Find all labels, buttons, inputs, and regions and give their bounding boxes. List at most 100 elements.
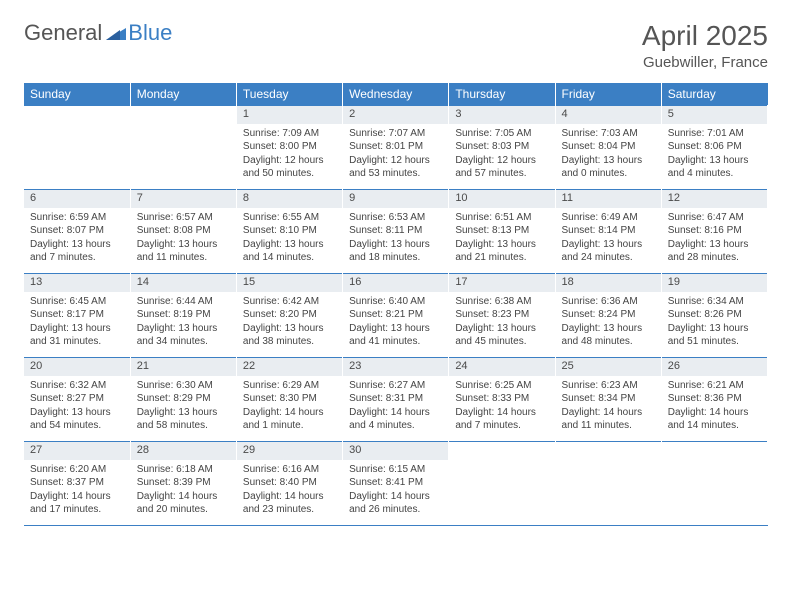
daylight-text: Daylight: 13 hours and 7 minutes. xyxy=(30,238,124,265)
sunrise-text: Sunrise: 6:36 AM xyxy=(562,295,655,309)
sunrise-text: Sunrise: 7:05 AM xyxy=(455,127,548,141)
day-number-cell: 6 xyxy=(24,190,130,208)
day-content-cell: Sunrise: 6:29 AMSunset: 8:30 PMDaylight:… xyxy=(236,376,342,442)
day-content-cell: Sunrise: 6:16 AMSunset: 8:40 PMDaylight:… xyxy=(236,460,342,526)
weekday-header: Wednesday xyxy=(343,83,449,106)
sunset-text: Sunset: 8:08 PM xyxy=(137,224,230,238)
day-content-cell xyxy=(130,124,236,190)
day-number-cell xyxy=(130,106,236,124)
day-content-cell: Sunrise: 6:53 AMSunset: 8:11 PMDaylight:… xyxy=(343,208,449,274)
brand-name-part1: General xyxy=(24,20,102,46)
day-number-cell: 26 xyxy=(661,358,767,376)
day-number-cell: 25 xyxy=(555,358,661,376)
day-number-row: 12345 xyxy=(24,106,768,124)
day-content-row: Sunrise: 6:20 AMSunset: 8:37 PMDaylight:… xyxy=(24,460,768,526)
day-number-row: 13141516171819 xyxy=(24,274,768,292)
day-number-cell: 13 xyxy=(24,274,130,292)
day-number-cell: 11 xyxy=(555,190,661,208)
daylight-text: Daylight: 13 hours and 4 minutes. xyxy=(668,154,761,181)
daylight-text: Daylight: 12 hours and 57 minutes. xyxy=(455,154,548,181)
day-number-row: 27282930 xyxy=(24,442,768,460)
daylight-text: Daylight: 14 hours and 11 minutes. xyxy=(562,406,655,433)
sunset-text: Sunset: 8:21 PM xyxy=(349,308,442,322)
sunrise-text: Sunrise: 6:30 AM xyxy=(137,379,230,393)
day-number-cell: 12 xyxy=(661,190,767,208)
day-content-cell: Sunrise: 6:59 AMSunset: 8:07 PMDaylight:… xyxy=(24,208,130,274)
day-content-cell: Sunrise: 6:38 AMSunset: 8:23 PMDaylight:… xyxy=(449,292,555,358)
daylight-text: Daylight: 13 hours and 11 minutes. xyxy=(137,238,230,265)
sunset-text: Sunset: 8:24 PM xyxy=(562,308,655,322)
day-content-cell: Sunrise: 6:57 AMSunset: 8:08 PMDaylight:… xyxy=(130,208,236,274)
sunset-text: Sunset: 8:04 PM xyxy=(562,140,655,154)
weekday-header: Sunday xyxy=(24,83,130,106)
day-number-cell xyxy=(661,442,767,460)
sunrise-text: Sunrise: 6:27 AM xyxy=(349,379,442,393)
daylight-text: Daylight: 13 hours and 28 minutes. xyxy=(668,238,761,265)
sunset-text: Sunset: 8:36 PM xyxy=(668,392,761,406)
sunrise-text: Sunrise: 7:01 AM xyxy=(668,127,761,141)
day-content-cell: Sunrise: 6:15 AMSunset: 8:41 PMDaylight:… xyxy=(343,460,449,526)
day-content-cell xyxy=(555,460,661,526)
day-number-cell: 19 xyxy=(661,274,767,292)
daylight-text: Daylight: 13 hours and 14 minutes. xyxy=(243,238,336,265)
sunrise-text: Sunrise: 6:59 AM xyxy=(30,211,124,225)
day-number-cell xyxy=(555,442,661,460)
sunset-text: Sunset: 8:37 PM xyxy=(30,476,124,490)
day-number-cell: 18 xyxy=(555,274,661,292)
daylight-text: Daylight: 13 hours and 38 minutes. xyxy=(243,322,336,349)
day-content-cell: Sunrise: 6:45 AMSunset: 8:17 PMDaylight:… xyxy=(24,292,130,358)
sunset-text: Sunset: 8:29 PM xyxy=(137,392,230,406)
daylight-text: Daylight: 12 hours and 53 minutes. xyxy=(349,154,442,181)
sunset-text: Sunset: 8:31 PM xyxy=(349,392,442,406)
day-content-row: Sunrise: 6:32 AMSunset: 8:27 PMDaylight:… xyxy=(24,376,768,442)
day-content-cell: Sunrise: 6:18 AMSunset: 8:39 PMDaylight:… xyxy=(130,460,236,526)
day-number-cell: 22 xyxy=(236,358,342,376)
logo-triangle-icon xyxy=(106,20,126,46)
day-content-row: Sunrise: 7:09 AMSunset: 8:00 PMDaylight:… xyxy=(24,124,768,190)
sunset-text: Sunset: 8:17 PM xyxy=(30,308,124,322)
daylight-text: Daylight: 12 hours and 50 minutes. xyxy=(243,154,336,181)
day-content-cell: Sunrise: 6:25 AMSunset: 8:33 PMDaylight:… xyxy=(449,376,555,442)
sunset-text: Sunset: 8:23 PM xyxy=(455,308,548,322)
day-content-row: Sunrise: 6:59 AMSunset: 8:07 PMDaylight:… xyxy=(24,208,768,274)
day-number-cell: 16 xyxy=(343,274,449,292)
daylight-text: Daylight: 14 hours and 23 minutes. xyxy=(243,490,336,517)
sunrise-text: Sunrise: 6:57 AM xyxy=(137,211,230,225)
day-number-cell: 15 xyxy=(236,274,342,292)
day-number-cell: 10 xyxy=(449,190,555,208)
day-content-cell: Sunrise: 6:49 AMSunset: 8:14 PMDaylight:… xyxy=(555,208,661,274)
daylight-text: Daylight: 14 hours and 26 minutes. xyxy=(349,490,442,517)
sunset-text: Sunset: 8:20 PM xyxy=(243,308,336,322)
day-number-cell: 30 xyxy=(343,442,449,460)
sunset-text: Sunset: 8:14 PM xyxy=(562,224,655,238)
daylight-text: Daylight: 14 hours and 1 minute. xyxy=(243,406,336,433)
day-number-cell: 9 xyxy=(343,190,449,208)
daylight-text: Daylight: 13 hours and 34 minutes. xyxy=(137,322,230,349)
sunset-text: Sunset: 8:00 PM xyxy=(243,140,336,154)
day-content-cell: Sunrise: 7:01 AMSunset: 8:06 PMDaylight:… xyxy=(661,124,767,190)
day-content-row: Sunrise: 6:45 AMSunset: 8:17 PMDaylight:… xyxy=(24,292,768,358)
day-number-cell: 2 xyxy=(343,106,449,124)
daylight-text: Daylight: 13 hours and 41 minutes. xyxy=(349,322,442,349)
day-number-cell: 8 xyxy=(236,190,342,208)
daylight-text: Daylight: 13 hours and 21 minutes. xyxy=(455,238,548,265)
sunset-text: Sunset: 8:41 PM xyxy=(349,476,442,490)
day-number-cell: 17 xyxy=(449,274,555,292)
sunrise-text: Sunrise: 6:51 AM xyxy=(455,211,548,225)
day-number-cell: 3 xyxy=(449,106,555,124)
sunset-text: Sunset: 8:03 PM xyxy=(455,140,548,154)
title-block: April 2025 Guebwiller, France xyxy=(642,20,768,71)
day-content-cell: Sunrise: 6:55 AMSunset: 8:10 PMDaylight:… xyxy=(236,208,342,274)
daylight-text: Daylight: 13 hours and 24 minutes. xyxy=(562,238,655,265)
day-number-cell: 21 xyxy=(130,358,236,376)
daylight-text: Daylight: 13 hours and 51 minutes. xyxy=(668,322,761,349)
sunrise-text: Sunrise: 6:44 AM xyxy=(137,295,230,309)
day-content-cell: Sunrise: 7:09 AMSunset: 8:00 PMDaylight:… xyxy=(236,124,342,190)
weekday-header: Thursday xyxy=(449,83,555,106)
sunset-text: Sunset: 8:16 PM xyxy=(668,224,761,238)
day-number-row: 20212223242526 xyxy=(24,358,768,376)
day-number-cell: 5 xyxy=(661,106,767,124)
sunrise-text: Sunrise: 6:29 AM xyxy=(243,379,336,393)
sunrise-text: Sunrise: 6:23 AM xyxy=(562,379,655,393)
daylight-text: Daylight: 14 hours and 20 minutes. xyxy=(137,490,230,517)
